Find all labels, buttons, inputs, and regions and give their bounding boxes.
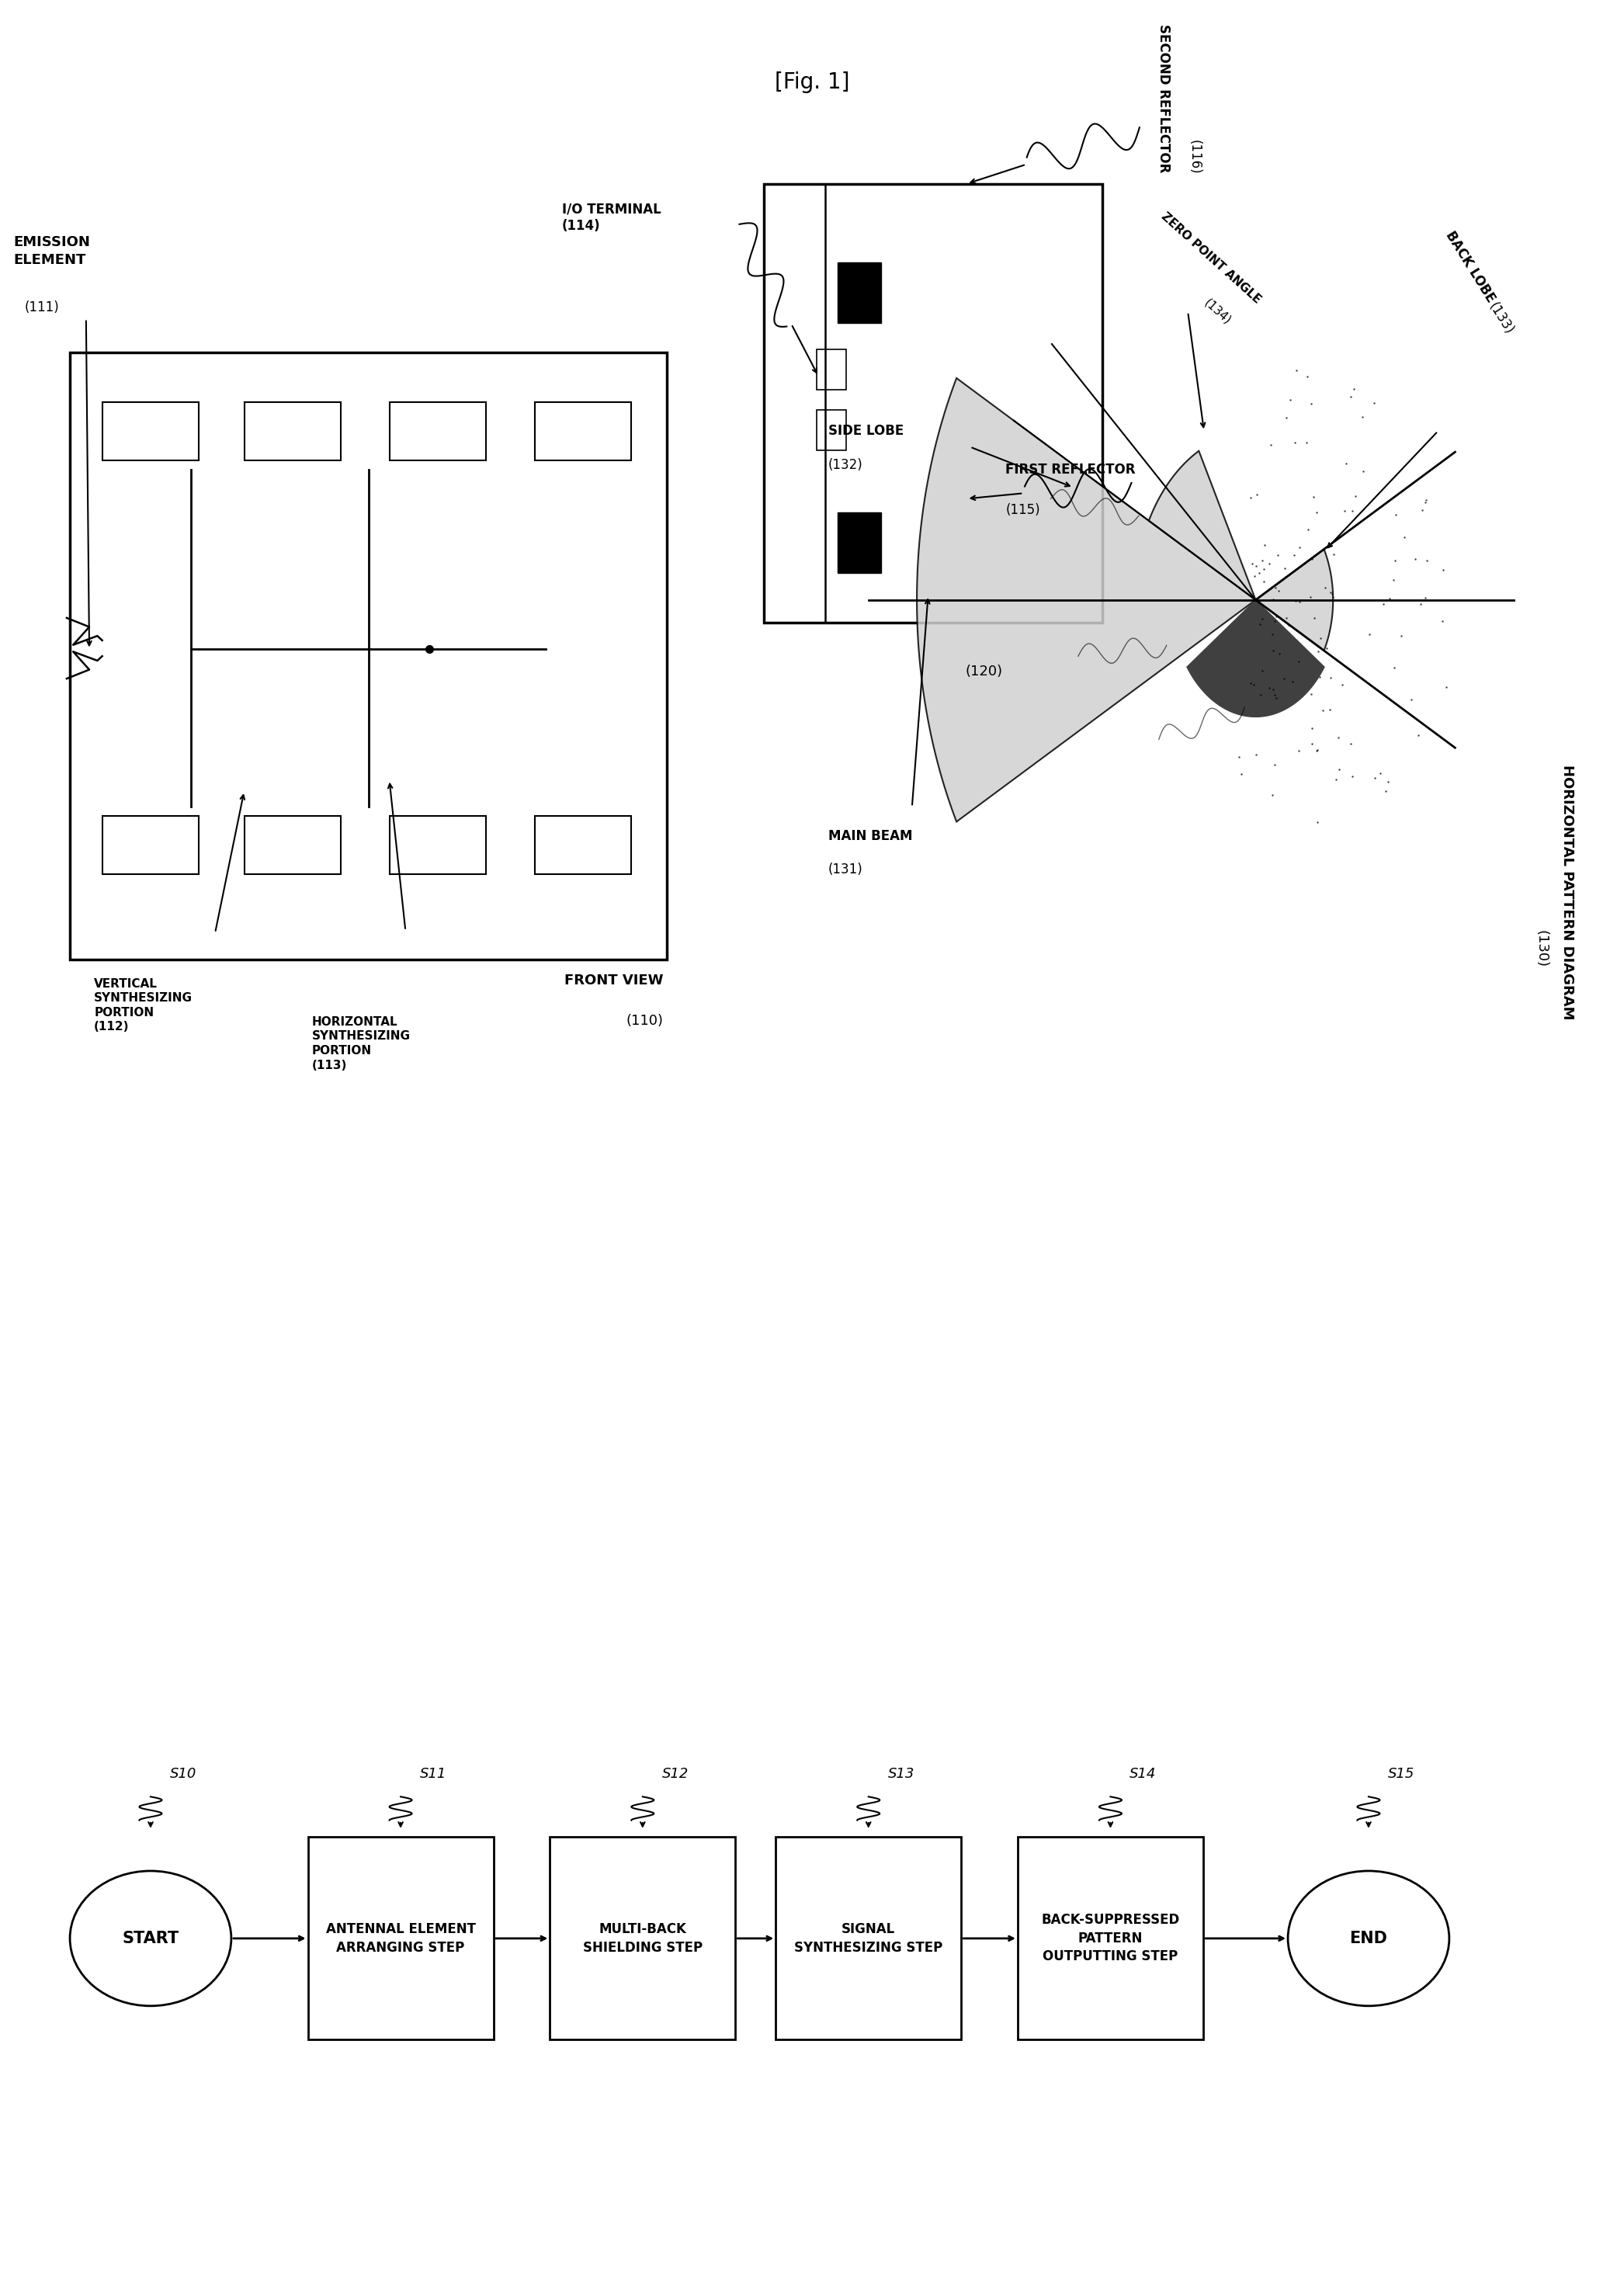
- Text: [Fig. 1]: [Fig. 1]: [775, 70, 849, 93]
- Text: (120): (120): [965, 665, 1002, 679]
- Bar: [838, 513, 882, 572]
- FancyBboxPatch shape: [763, 184, 1103, 622]
- Text: SECOND REFLECTOR: SECOND REFLECTOR: [1156, 25, 1171, 173]
- Ellipse shape: [1288, 1870, 1449, 2007]
- Text: BACK LOBE: BACK LOBE: [1442, 229, 1497, 304]
- Bar: [817, 350, 846, 390]
- Text: (131): (131): [828, 863, 862, 876]
- Text: VERTICAL
SYNTHESIZING
PORTION
(112): VERTICAL SYNTHESIZING PORTION (112): [94, 978, 193, 1033]
- FancyBboxPatch shape: [534, 815, 632, 874]
- Text: (111): (111): [24, 300, 60, 316]
- Text: ZERO POINT ANGLE: ZERO POINT ANGLE: [1160, 211, 1263, 306]
- Text: (115): (115): [1005, 504, 1041, 518]
- Text: S11: S11: [421, 1768, 447, 1782]
- Text: HORIZONTAL
SYNTHESIZING
PORTION
(113): HORIZONTAL SYNTHESIZING PORTION (113): [312, 1017, 411, 1071]
- Text: FRONT VIEW: FRONT VIEW: [565, 974, 664, 987]
- Text: MULTI-BACK
SHIELDING STEP: MULTI-BACK SHIELDING STEP: [583, 1923, 703, 1954]
- Text: SIDE LOBE: SIDE LOBE: [828, 424, 903, 438]
- Text: ANTENNAL ELEMENT
ARRANGING STEP: ANTENNAL ELEMENT ARRANGING STEP: [326, 1923, 476, 1954]
- Text: HORIZONTAL PATTERN DIAGRAM: HORIZONTAL PATTERN DIAGRAM: [1561, 765, 1574, 1019]
- Text: S15: S15: [1389, 1768, 1415, 1782]
- Text: S13: S13: [888, 1768, 914, 1782]
- FancyBboxPatch shape: [551, 1836, 736, 2041]
- Text: S12: S12: [663, 1768, 689, 1782]
- FancyBboxPatch shape: [309, 1836, 494, 2041]
- Text: (134): (134): [1202, 297, 1234, 327]
- Text: (116): (116): [1187, 138, 1202, 175]
- FancyBboxPatch shape: [102, 815, 200, 874]
- Text: S14: S14: [1130, 1768, 1156, 1782]
- FancyBboxPatch shape: [390, 402, 486, 461]
- Text: S10: S10: [171, 1768, 197, 1782]
- Polygon shape: [1148, 452, 1255, 599]
- FancyBboxPatch shape: [244, 402, 341, 461]
- Text: SIGNAL
SYNTHESIZING STEP: SIGNAL SYNTHESIZING STEP: [794, 1923, 942, 1954]
- Text: (110): (110): [627, 1015, 664, 1028]
- Text: FIRST REFLECTOR: FIRST REFLECTOR: [1005, 463, 1135, 477]
- Text: MAIN BEAM: MAIN BEAM: [828, 829, 913, 842]
- Text: (130): (130): [1535, 931, 1548, 967]
- Text: (132): (132): [828, 459, 862, 472]
- FancyBboxPatch shape: [1018, 1836, 1203, 2041]
- FancyBboxPatch shape: [534, 402, 632, 461]
- Text: (133): (133): [1486, 300, 1515, 338]
- Bar: [817, 411, 846, 449]
- FancyBboxPatch shape: [70, 352, 667, 960]
- Text: BACK-SUPPRESSED
PATTERN
OUTPUTTING STEP: BACK-SUPPRESSED PATTERN OUTPUTTING STEP: [1041, 1914, 1179, 1964]
- Bar: [838, 263, 882, 322]
- FancyBboxPatch shape: [390, 815, 486, 874]
- Text: START: START: [122, 1932, 179, 1945]
- Polygon shape: [918, 379, 1255, 822]
- Polygon shape: [1255, 549, 1333, 651]
- Text: I/O TERMINAL
(114): I/O TERMINAL (114): [562, 202, 661, 234]
- FancyBboxPatch shape: [102, 402, 200, 461]
- Text: EMISSION
ELEMENT: EMISSION ELEMENT: [13, 236, 91, 268]
- Ellipse shape: [70, 1870, 231, 2007]
- Polygon shape: [1187, 599, 1324, 717]
- FancyBboxPatch shape: [776, 1836, 961, 2041]
- Text: END: END: [1350, 1932, 1387, 1945]
- FancyBboxPatch shape: [244, 815, 341, 874]
